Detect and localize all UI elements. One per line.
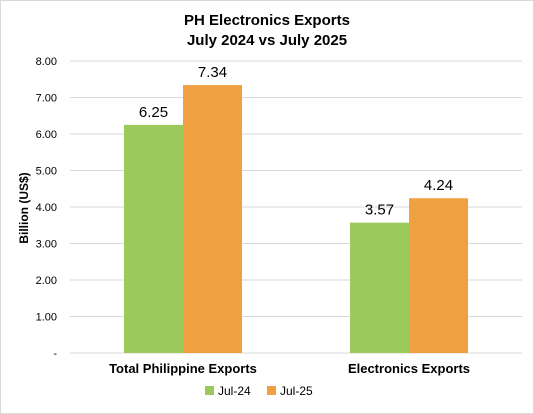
- y-tick-label: 2.00: [36, 275, 57, 287]
- chart-title: PH Electronics Exports: [184, 12, 350, 29]
- x-category-label: Total Philippine Exports: [109, 361, 257, 376]
- bar-jul-24-1: [124, 124, 183, 353]
- chart-subtitle: July 2024 vs July 2025: [187, 32, 347, 49]
- y-tick-label: 1.00: [36, 312, 57, 324]
- data-label: 7.34: [198, 64, 227, 81]
- bar-jul-24-2: [350, 222, 409, 353]
- data-label: 3.57: [365, 202, 394, 219]
- bar-jul-25-2: [409, 198, 468, 353]
- data-label: 6.25: [139, 104, 168, 121]
- y-tick-label: -: [53, 348, 57, 360]
- legend-swatch: [267, 386, 276, 395]
- y-tick-label: 8.00: [36, 56, 57, 68]
- x-category-label: Electronics Exports: [348, 361, 470, 376]
- y-tick-label: 4.00: [36, 202, 57, 214]
- y-tick-label: 3.00: [36, 239, 57, 251]
- legend-label: Jul-24: [218, 384, 251, 398]
- data-label: 4.24: [424, 177, 453, 194]
- legend-label: Jul-25: [280, 384, 313, 398]
- y-tick-label: 5.00: [36, 166, 57, 178]
- y-tick-label: 6.00: [36, 129, 57, 141]
- bar-jul-25-1: [183, 85, 242, 353]
- y-tick-label: 7.00: [36, 93, 57, 105]
- legend-swatch: [205, 386, 214, 395]
- y-axis-label: Billion (US$): [17, 172, 31, 243]
